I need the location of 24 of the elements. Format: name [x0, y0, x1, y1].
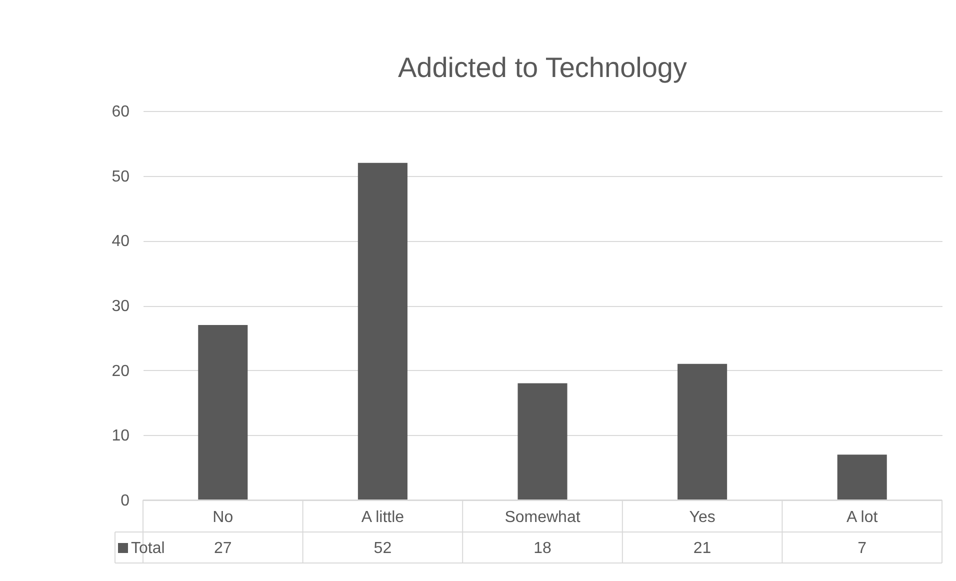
y-tick-label: 10: [112, 428, 130, 445]
data-label: 18: [534, 540, 552, 557]
legend-label: Total: [131, 540, 165, 557]
y-tick-label: 0: [120, 492, 130, 510]
chart-title: Addicted to Technology: [398, 52, 688, 83]
bar: [358, 162, 408, 500]
data-label: 27: [214, 540, 232, 557]
x-tick-label: Somewhat: [504, 509, 581, 526]
x-tick-label: A lot: [846, 509, 878, 526]
bar: [518, 383, 568, 500]
y-tick-label: 50: [112, 168, 130, 186]
x-tick-label: Yes: [689, 509, 716, 526]
y-tick-label: 20: [112, 362, 130, 380]
y-tick-label: 40: [112, 233, 130, 250]
x-tick-label: A little: [361, 509, 404, 526]
x-tick-label: No: [212, 509, 234, 526]
data-label: 7: [858, 540, 867, 557]
data-label: 52: [374, 540, 392, 557]
bar: [198, 324, 248, 500]
bar: [678, 364, 728, 500]
y-tick-label: 60: [112, 104, 130, 120]
bar: [837, 454, 887, 500]
y-tick-label: 30: [112, 298, 130, 315]
data-label: 21: [693, 540, 712, 557]
